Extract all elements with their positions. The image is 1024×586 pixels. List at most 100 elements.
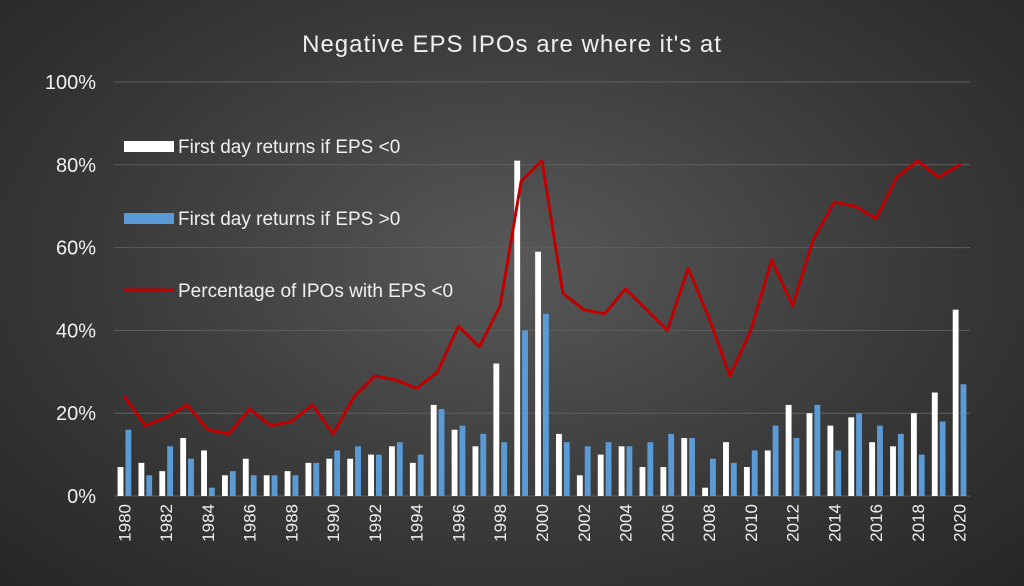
bar-eps-positive bbox=[960, 384, 967, 496]
bar-eps-positive bbox=[146, 475, 153, 496]
bar-eps-negative bbox=[430, 404, 437, 496]
x-axis-ticks: 1980 1982 1984 1986 1988 1990 1992 1994 1996 1998… bbox=[115, 504, 969, 542]
x-tick-label: 2016 bbox=[867, 504, 886, 542]
bar-eps-negative bbox=[201, 450, 207, 496]
bar-eps-negative bbox=[242, 458, 249, 496]
bar-eps-negative bbox=[639, 467, 646, 496]
legend-label-eps-negative: First day returns if EPS <0 bbox=[178, 137, 400, 158]
x-tick-label: 1998 bbox=[491, 504, 510, 542]
bar-eps-positive bbox=[292, 475, 299, 496]
x-tick-label: 2002 bbox=[575, 504, 594, 542]
bar-eps-positive bbox=[605, 442, 612, 496]
x-tick-label: 1990 bbox=[324, 504, 343, 542]
bar-eps-negative bbox=[368, 454, 374, 496]
bar-eps-positive bbox=[751, 450, 758, 496]
bar-eps-positive bbox=[772, 425, 779, 496]
x-tick-label: 2012 bbox=[784, 504, 803, 542]
bar-eps-negative bbox=[284, 471, 291, 496]
legend-swatch-eps-positive bbox=[124, 213, 174, 224]
bar-eps-negative bbox=[180, 438, 187, 496]
bar-eps-positive bbox=[626, 446, 633, 496]
x-tick-label: 1980 bbox=[115, 504, 134, 542]
bar-eps-negative bbox=[743, 467, 750, 496]
legend: First day returns if EPS <0 First day re… bbox=[124, 137, 453, 302]
legend-swatch-eps-negative bbox=[124, 141, 174, 152]
x-tick-label: 1986 bbox=[241, 504, 260, 542]
bar-eps-negative bbox=[556, 433, 562, 496]
y-tick-label: 0% bbox=[67, 486, 96, 508]
bar-eps-negative bbox=[618, 446, 625, 496]
bar-eps-positive bbox=[668, 433, 675, 496]
y-axis-ticks: 0% 20% 40% 60% 80% 100% bbox=[45, 72, 96, 508]
bar-eps-negative bbox=[159, 471, 166, 496]
bar-eps-positive bbox=[918, 454, 925, 496]
y-tick-label: 20% bbox=[56, 403, 96, 425]
bar-eps-negative bbox=[869, 442, 876, 496]
bar-eps-negative bbox=[451, 429, 458, 496]
bar-eps-negative bbox=[514, 160, 521, 496]
x-tick-label: 1984 bbox=[199, 504, 218, 542]
bar-eps-positive bbox=[501, 442, 508, 496]
bar-eps-negative bbox=[660, 467, 667, 496]
bar-eps-positive bbox=[939, 421, 946, 496]
y-tick-label: 100% bbox=[45, 72, 96, 94]
bar-eps-positive bbox=[417, 454, 424, 496]
x-tick-label: 2006 bbox=[658, 504, 677, 542]
bar-eps-negative bbox=[326, 458, 333, 496]
line-series bbox=[122, 159, 962, 436]
bar-eps-positive bbox=[375, 454, 382, 496]
bar-eps-negative bbox=[952, 309, 959, 496]
bar-eps-positive bbox=[271, 475, 278, 496]
bar-eps-positive bbox=[250, 475, 257, 496]
chart-title: Negative EPS IPOs are where it's at bbox=[302, 31, 722, 58]
bar-eps-negative bbox=[389, 446, 395, 496]
bar-eps-negative bbox=[910, 413, 917, 496]
bar-eps-negative bbox=[723, 442, 729, 496]
x-tick-label: 1994 bbox=[408, 504, 427, 542]
bar-eps-negative bbox=[535, 251, 541, 496]
x-tick-label: 1982 bbox=[157, 504, 176, 542]
bar-eps-positive bbox=[730, 462, 737, 496]
bar-eps-negative bbox=[472, 446, 479, 496]
x-tick-label: 2004 bbox=[617, 504, 636, 542]
x-tick-label: 1992 bbox=[366, 504, 385, 542]
bar-eps-positive bbox=[208, 487, 215, 496]
bar-eps-positive bbox=[835, 450, 842, 496]
bar-eps-negative bbox=[347, 458, 354, 496]
bar-eps-positive bbox=[543, 313, 549, 496]
bar-eps-positive bbox=[689, 438, 695, 496]
bar-eps-negative bbox=[138, 462, 145, 496]
bar-eps-positive bbox=[313, 462, 320, 496]
bar-eps-positive bbox=[856, 413, 863, 496]
bar-eps-positive bbox=[877, 425, 883, 496]
bar-eps-positive bbox=[710, 458, 716, 496]
bar-eps-positive bbox=[793, 438, 800, 496]
bar-eps-negative bbox=[493, 363, 500, 496]
bar-eps-negative bbox=[827, 425, 834, 496]
bar-eps-negative bbox=[576, 475, 583, 496]
bar-eps-positive bbox=[563, 442, 570, 496]
bar-eps-negative bbox=[764, 450, 771, 496]
x-tick-label: 2008 bbox=[700, 504, 719, 542]
bar-eps-positive bbox=[522, 330, 528, 496]
y-tick-label: 40% bbox=[56, 320, 96, 342]
bar-eps-negative bbox=[806, 413, 813, 496]
bars bbox=[117, 160, 967, 496]
legend-label-pct-negative: Percentage of IPOs with EPS <0 bbox=[178, 281, 453, 302]
bar-eps-negative bbox=[409, 462, 416, 496]
x-tick-label: 2020 bbox=[951, 504, 970, 542]
bar-eps-negative bbox=[931, 392, 938, 496]
bar-eps-positive bbox=[334, 450, 341, 496]
bar-eps-negative bbox=[785, 404, 792, 496]
bar-eps-positive bbox=[438, 409, 445, 496]
bar-eps-negative bbox=[221, 475, 228, 496]
y-tick-label: 80% bbox=[56, 155, 96, 177]
bar-eps-positive bbox=[814, 404, 821, 496]
y-tick-label: 60% bbox=[56, 238, 96, 260]
bar-eps-negative bbox=[702, 487, 709, 496]
bar-eps-positive bbox=[125, 429, 132, 496]
x-tick-label: 2018 bbox=[909, 504, 928, 542]
bar-eps-negative bbox=[263, 475, 270, 496]
